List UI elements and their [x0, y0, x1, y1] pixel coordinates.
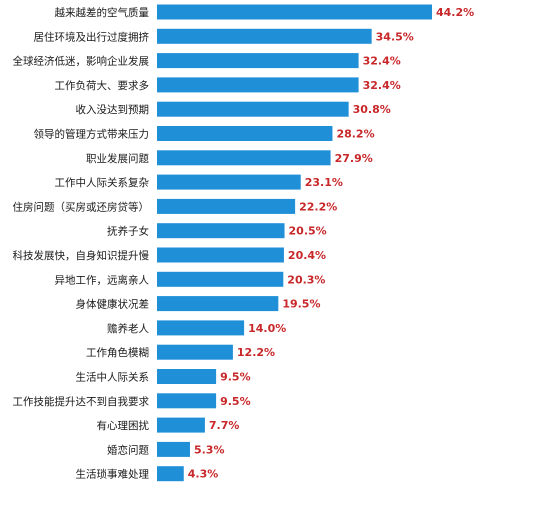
- value-label: 9.5%: [220, 395, 251, 408]
- category-label: 越来越差的空气质量: [55, 6, 150, 19]
- bar: [157, 466, 184, 482]
- bar: [157, 441, 190, 457]
- category-label: 职业发展问题: [86, 152, 149, 165]
- value-label: 23.1%: [305, 176, 343, 189]
- value-label: 44.2%: [436, 6, 474, 19]
- value-label: 12.2%: [237, 346, 275, 359]
- value-label: 7.7%: [209, 419, 240, 432]
- value-label: 28.2%: [336, 128, 374, 141]
- category-label: 工作负荷大、要求多: [55, 79, 150, 92]
- bar: [157, 126, 333, 141]
- value-label: 20.4%: [288, 249, 326, 262]
- bar: [157, 174, 301, 190]
- bar: [157, 320, 245, 336]
- bar: [157, 150, 331, 166]
- category-label: 领导的管理方式带来压力: [34, 128, 150, 141]
- value-label: 30.8%: [353, 103, 391, 116]
- bar: [157, 344, 233, 360]
- category-label: 婚恋问题: [107, 443, 149, 456]
- bar: [157, 296, 279, 312]
- category-label: 全球经济低迷，影响企业发展: [13, 55, 150, 68]
- value-label: 32.4%: [363, 55, 401, 68]
- bar: [157, 369, 217, 384]
- category-label: 生活琐事难处理: [76, 468, 150, 481]
- category-label: 身体健康状况差: [76, 298, 150, 311]
- category-label: 工作中人际关系复杂: [55, 176, 150, 189]
- value-label: 22.2%: [299, 200, 337, 213]
- category-label: 生活中人际关系: [76, 371, 150, 384]
- category-label: 赡养老人: [107, 322, 149, 335]
- value-label: 20.5%: [289, 225, 327, 238]
- bar: [157, 247, 284, 263]
- bar: [157, 101, 349, 117]
- value-label: 5.3%: [194, 443, 225, 456]
- category-label: 异地工作，远离亲人: [55, 273, 150, 286]
- bar: [157, 198, 296, 214]
- value-label: 32.4%: [363, 79, 401, 92]
- bar: [157, 28, 372, 44]
- bar: [157, 77, 359, 93]
- value-label: 20.3%: [287, 273, 325, 286]
- value-label: 4.3%: [188, 468, 219, 481]
- category-label: 抚养子女: [107, 225, 149, 238]
- bar: [157, 53, 359, 69]
- bar: [157, 4, 432, 20]
- value-label: 19.5%: [282, 298, 320, 311]
- category-label: 居住环境及出行过度拥挤: [34, 30, 150, 43]
- value-label: 14.0%: [248, 322, 286, 335]
- bar: [157, 223, 285, 239]
- category-label: 科技发展快，自身知识提升慢: [13, 249, 150, 262]
- bar: [157, 393, 217, 409]
- value-label: 27.9%: [335, 152, 373, 165]
- category-label: 工作角色模糊: [86, 346, 149, 359]
- category-label: 工作技能提升达不到自我要求: [13, 395, 150, 408]
- category-label: 有心理困扰: [97, 419, 150, 432]
- category-label: 住房问题（买房或还房贷等）: [13, 200, 150, 213]
- bar: [157, 417, 205, 433]
- bar: [157, 271, 284, 287]
- value-label: 34.5%: [376, 30, 414, 43]
- category-label: 收入没达到预期: [76, 103, 150, 116]
- value-label: 9.5%: [220, 371, 251, 384]
